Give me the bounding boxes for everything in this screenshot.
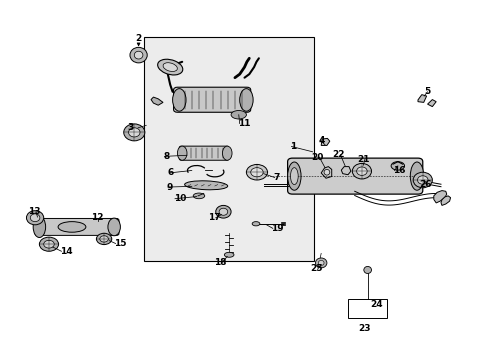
Ellipse shape [130, 48, 147, 63]
Polygon shape [433, 190, 446, 203]
Text: 19: 19 [271, 224, 284, 233]
Ellipse shape [33, 216, 45, 238]
FancyBboxPatch shape [173, 87, 250, 112]
Text: 2: 2 [135, 34, 141, 43]
Text: 11: 11 [238, 119, 250, 128]
Text: 15: 15 [114, 239, 126, 248]
Ellipse shape [290, 168, 298, 185]
Ellipse shape [231, 111, 246, 119]
Ellipse shape [26, 211, 43, 225]
Ellipse shape [219, 208, 227, 215]
Text: 9: 9 [166, 183, 172, 192]
Ellipse shape [250, 168, 263, 177]
Text: 21: 21 [356, 155, 369, 164]
Ellipse shape [252, 222, 259, 226]
Ellipse shape [193, 193, 204, 199]
Text: 13: 13 [28, 207, 41, 216]
Ellipse shape [108, 218, 120, 236]
Ellipse shape [123, 124, 144, 141]
Text: 8: 8 [163, 152, 169, 161]
Text: 4: 4 [318, 136, 325, 145]
Ellipse shape [318, 260, 324, 265]
Ellipse shape [134, 51, 142, 59]
Ellipse shape [409, 162, 423, 190]
Polygon shape [321, 138, 329, 145]
Text: 18: 18 [214, 258, 226, 267]
Ellipse shape [224, 252, 233, 257]
Ellipse shape [222, 146, 232, 160]
FancyBboxPatch shape [287, 158, 422, 194]
Ellipse shape [287, 162, 301, 190]
Polygon shape [427, 100, 435, 107]
Ellipse shape [239, 89, 253, 111]
Ellipse shape [356, 167, 366, 175]
Text: 1: 1 [289, 142, 296, 151]
Polygon shape [440, 196, 449, 206]
Ellipse shape [100, 236, 108, 242]
Text: 10: 10 [173, 194, 185, 203]
Ellipse shape [390, 162, 404, 170]
Text: 16: 16 [392, 166, 405, 175]
Ellipse shape [128, 128, 140, 137]
Ellipse shape [58, 222, 86, 232]
Ellipse shape [315, 258, 326, 268]
Ellipse shape [324, 170, 329, 175]
Ellipse shape [30, 214, 40, 222]
Ellipse shape [43, 240, 54, 248]
Text: 26: 26 [419, 180, 431, 189]
Ellipse shape [177, 146, 186, 160]
Text: 23: 23 [357, 324, 370, 333]
Text: 14: 14 [60, 247, 73, 256]
Bar [143, 37, 313, 261]
Text: 25: 25 [309, 264, 322, 273]
Polygon shape [321, 167, 331, 178]
FancyBboxPatch shape [179, 146, 228, 160]
Ellipse shape [184, 181, 227, 190]
Text: 24: 24 [369, 300, 382, 309]
Text: 20: 20 [311, 153, 324, 162]
Polygon shape [341, 167, 350, 175]
Ellipse shape [163, 63, 177, 72]
Ellipse shape [215, 206, 231, 218]
Text: 17: 17 [207, 213, 220, 222]
Ellipse shape [412, 172, 431, 188]
Ellipse shape [363, 266, 371, 274]
Text: 12: 12 [90, 213, 103, 222]
Ellipse shape [96, 233, 112, 244]
Text: 3: 3 [127, 123, 133, 132]
Polygon shape [417, 95, 426, 102]
Ellipse shape [351, 163, 371, 179]
Ellipse shape [172, 89, 185, 111]
Ellipse shape [417, 176, 427, 184]
Polygon shape [151, 97, 163, 105]
FancyBboxPatch shape [35, 219, 119, 235]
Ellipse shape [40, 237, 59, 251]
Bar [348, 299, 386, 318]
Text: 7: 7 [273, 173, 279, 182]
Text: 6: 6 [167, 168, 174, 177]
Text: 22: 22 [332, 150, 345, 159]
Ellipse shape [157, 59, 183, 75]
Text: 5: 5 [424, 87, 430, 96]
Ellipse shape [246, 165, 267, 180]
